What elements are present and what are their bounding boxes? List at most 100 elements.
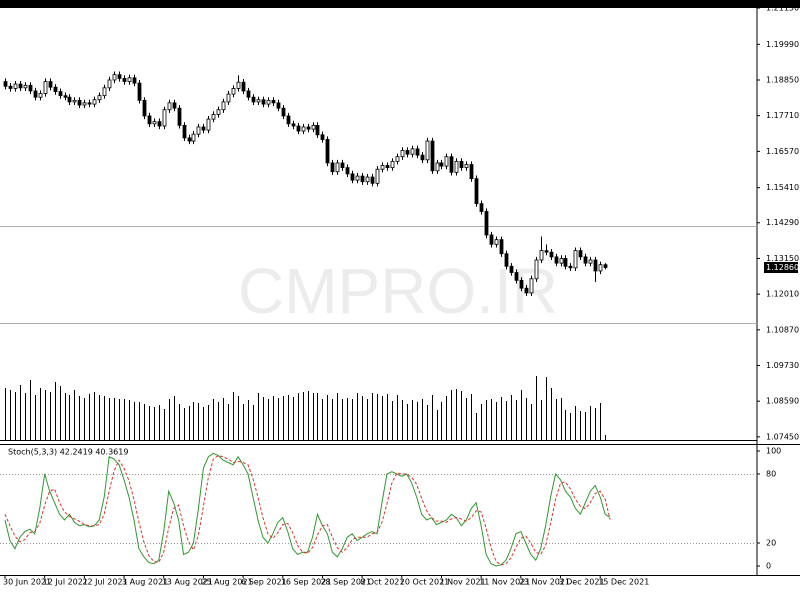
candle-body (157, 121, 162, 127)
candle-body (335, 162, 340, 173)
candle-body (435, 162, 440, 172)
y-tick-label: 1.16570 (766, 147, 799, 156)
x-tick-label: 11 Nov 2021 (479, 578, 530, 587)
candle-body (187, 137, 192, 142)
last-price-box (764, 262, 798, 274)
candle-body (82, 102, 87, 106)
candle-body (311, 124, 316, 130)
candle-body (251, 96, 256, 103)
candle-body (53, 86, 58, 92)
x-tick-label: 8 Oct 2021 (360, 578, 404, 587)
candle-body (261, 99, 266, 105)
x-tick-label: 12 Jul 2021 (43, 578, 88, 587)
y-tick-label: 1.19990 (766, 40, 799, 49)
candle-body (18, 83, 23, 89)
candle-body (142, 99, 147, 117)
candle-body (484, 211, 489, 236)
candle-body (385, 165, 390, 169)
y-tick-label: 0 (766, 562, 771, 571)
candle-body (588, 259, 593, 264)
x-tick-label: 1 Nov 2021 (439, 578, 485, 587)
x-tick-label: 16 Sep 2021 (281, 578, 332, 587)
candle-body (365, 176, 370, 183)
x-tick-label: 3 Aug 2021 (122, 578, 168, 587)
stoch-line (4, 452, 611, 567)
y-tick-label: 1.14290 (766, 218, 799, 227)
candle-body (395, 156, 400, 162)
candle-body (43, 81, 48, 94)
y-tick-label: 1.12010 (766, 290, 799, 299)
candle-body (345, 167, 350, 175)
candle-body (226, 93, 231, 103)
y-tick-label: 80 (766, 470, 776, 479)
candle-body (325, 139, 330, 164)
candle-body (276, 102, 281, 109)
candle-body (97, 95, 102, 101)
candle-body (256, 99, 261, 103)
candle-body (430, 140, 435, 172)
y-tick-label: 20 (766, 539, 776, 548)
candle-body (420, 154, 425, 161)
candle-body (182, 124, 187, 139)
candle-body (23, 84, 28, 89)
candle-body (330, 162, 335, 173)
candle-body (519, 279, 524, 289)
candle-body (449, 156, 454, 173)
candle-body (147, 115, 152, 125)
x-tick-label: 23 Nov 2021 (519, 578, 570, 587)
candle-body (167, 102, 172, 111)
candle-body (549, 251, 554, 258)
candle-body (439, 162, 444, 167)
y-tick-label: 1.15410 (766, 183, 799, 192)
candle-body (152, 121, 157, 125)
y-tick-label: 1.09730 (766, 361, 799, 370)
candle-body (514, 272, 519, 281)
x-tick-label: 22 Jul 2021 (82, 578, 127, 587)
candle-body (444, 156, 449, 167)
candle-body (206, 118, 211, 131)
y-tick-label: 1.21150 (766, 4, 799, 13)
candle-body (137, 82, 142, 101)
candle-body (464, 164, 469, 169)
candle-body (58, 91, 63, 97)
candle-body (554, 256, 559, 264)
candle-body (33, 90, 38, 98)
candle-body (355, 175, 360, 181)
y-tick-label: 1.10870 (766, 325, 799, 334)
top-border (0, 0, 800, 8)
candle-body (102, 87, 107, 97)
candle-body (524, 287, 529, 294)
candle-body (603, 264, 608, 268)
candle-body (127, 77, 132, 82)
candle-body (479, 203, 484, 212)
x-tick-label: 13 Aug 2021 (162, 578, 213, 587)
x-tick-label: 3 Dec 2021 (559, 578, 605, 587)
candle-body (8, 85, 13, 89)
candle-body (583, 256, 588, 264)
watermark: CMPRO.IR (238, 255, 558, 327)
candle-body (504, 253, 509, 267)
candle-body (271, 99, 276, 104)
x-tick-label: 20 Oct 2021 (400, 578, 449, 587)
candle-body (112, 74, 117, 81)
candle-body (92, 99, 97, 105)
candle-body (474, 178, 479, 205)
candle-body (539, 250, 544, 261)
candle-body (13, 83, 18, 89)
indicator-title: Stoch(5,3,3) 42.2419 40.3619 (8, 448, 128, 457)
candle-body (211, 114, 216, 120)
candle-body (38, 93, 43, 98)
y-tick-label: 1.18850 (766, 76, 799, 85)
candle-body (454, 160, 459, 173)
y-tick-label: 1.17710 (766, 111, 799, 120)
candle-body (563, 258, 568, 267)
candle-body (410, 148, 415, 155)
candle-body (291, 123, 296, 127)
candle-body (281, 107, 286, 117)
candle-body (340, 162, 345, 169)
candle-body (246, 90, 251, 98)
x-tick-label: 28 Sep 2021 (320, 578, 371, 587)
candle-body (63, 95, 68, 98)
